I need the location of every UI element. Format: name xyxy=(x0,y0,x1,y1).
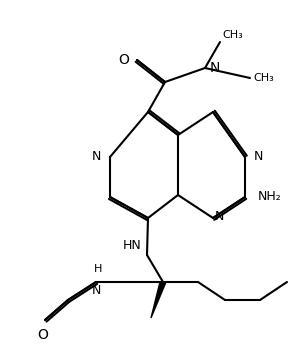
Text: N: N xyxy=(210,61,220,75)
Text: H: H xyxy=(94,264,102,274)
Text: NH₂: NH₂ xyxy=(258,190,282,203)
Text: N: N xyxy=(91,284,101,297)
Text: N: N xyxy=(215,210,224,223)
Text: HN: HN xyxy=(123,239,142,252)
Text: CH₃: CH₃ xyxy=(222,30,243,40)
Text: N: N xyxy=(92,151,101,163)
Text: O: O xyxy=(38,328,48,342)
Text: N: N xyxy=(254,151,263,163)
Text: O: O xyxy=(118,53,129,67)
Text: CH₃: CH₃ xyxy=(253,73,274,83)
Polygon shape xyxy=(151,282,166,318)
